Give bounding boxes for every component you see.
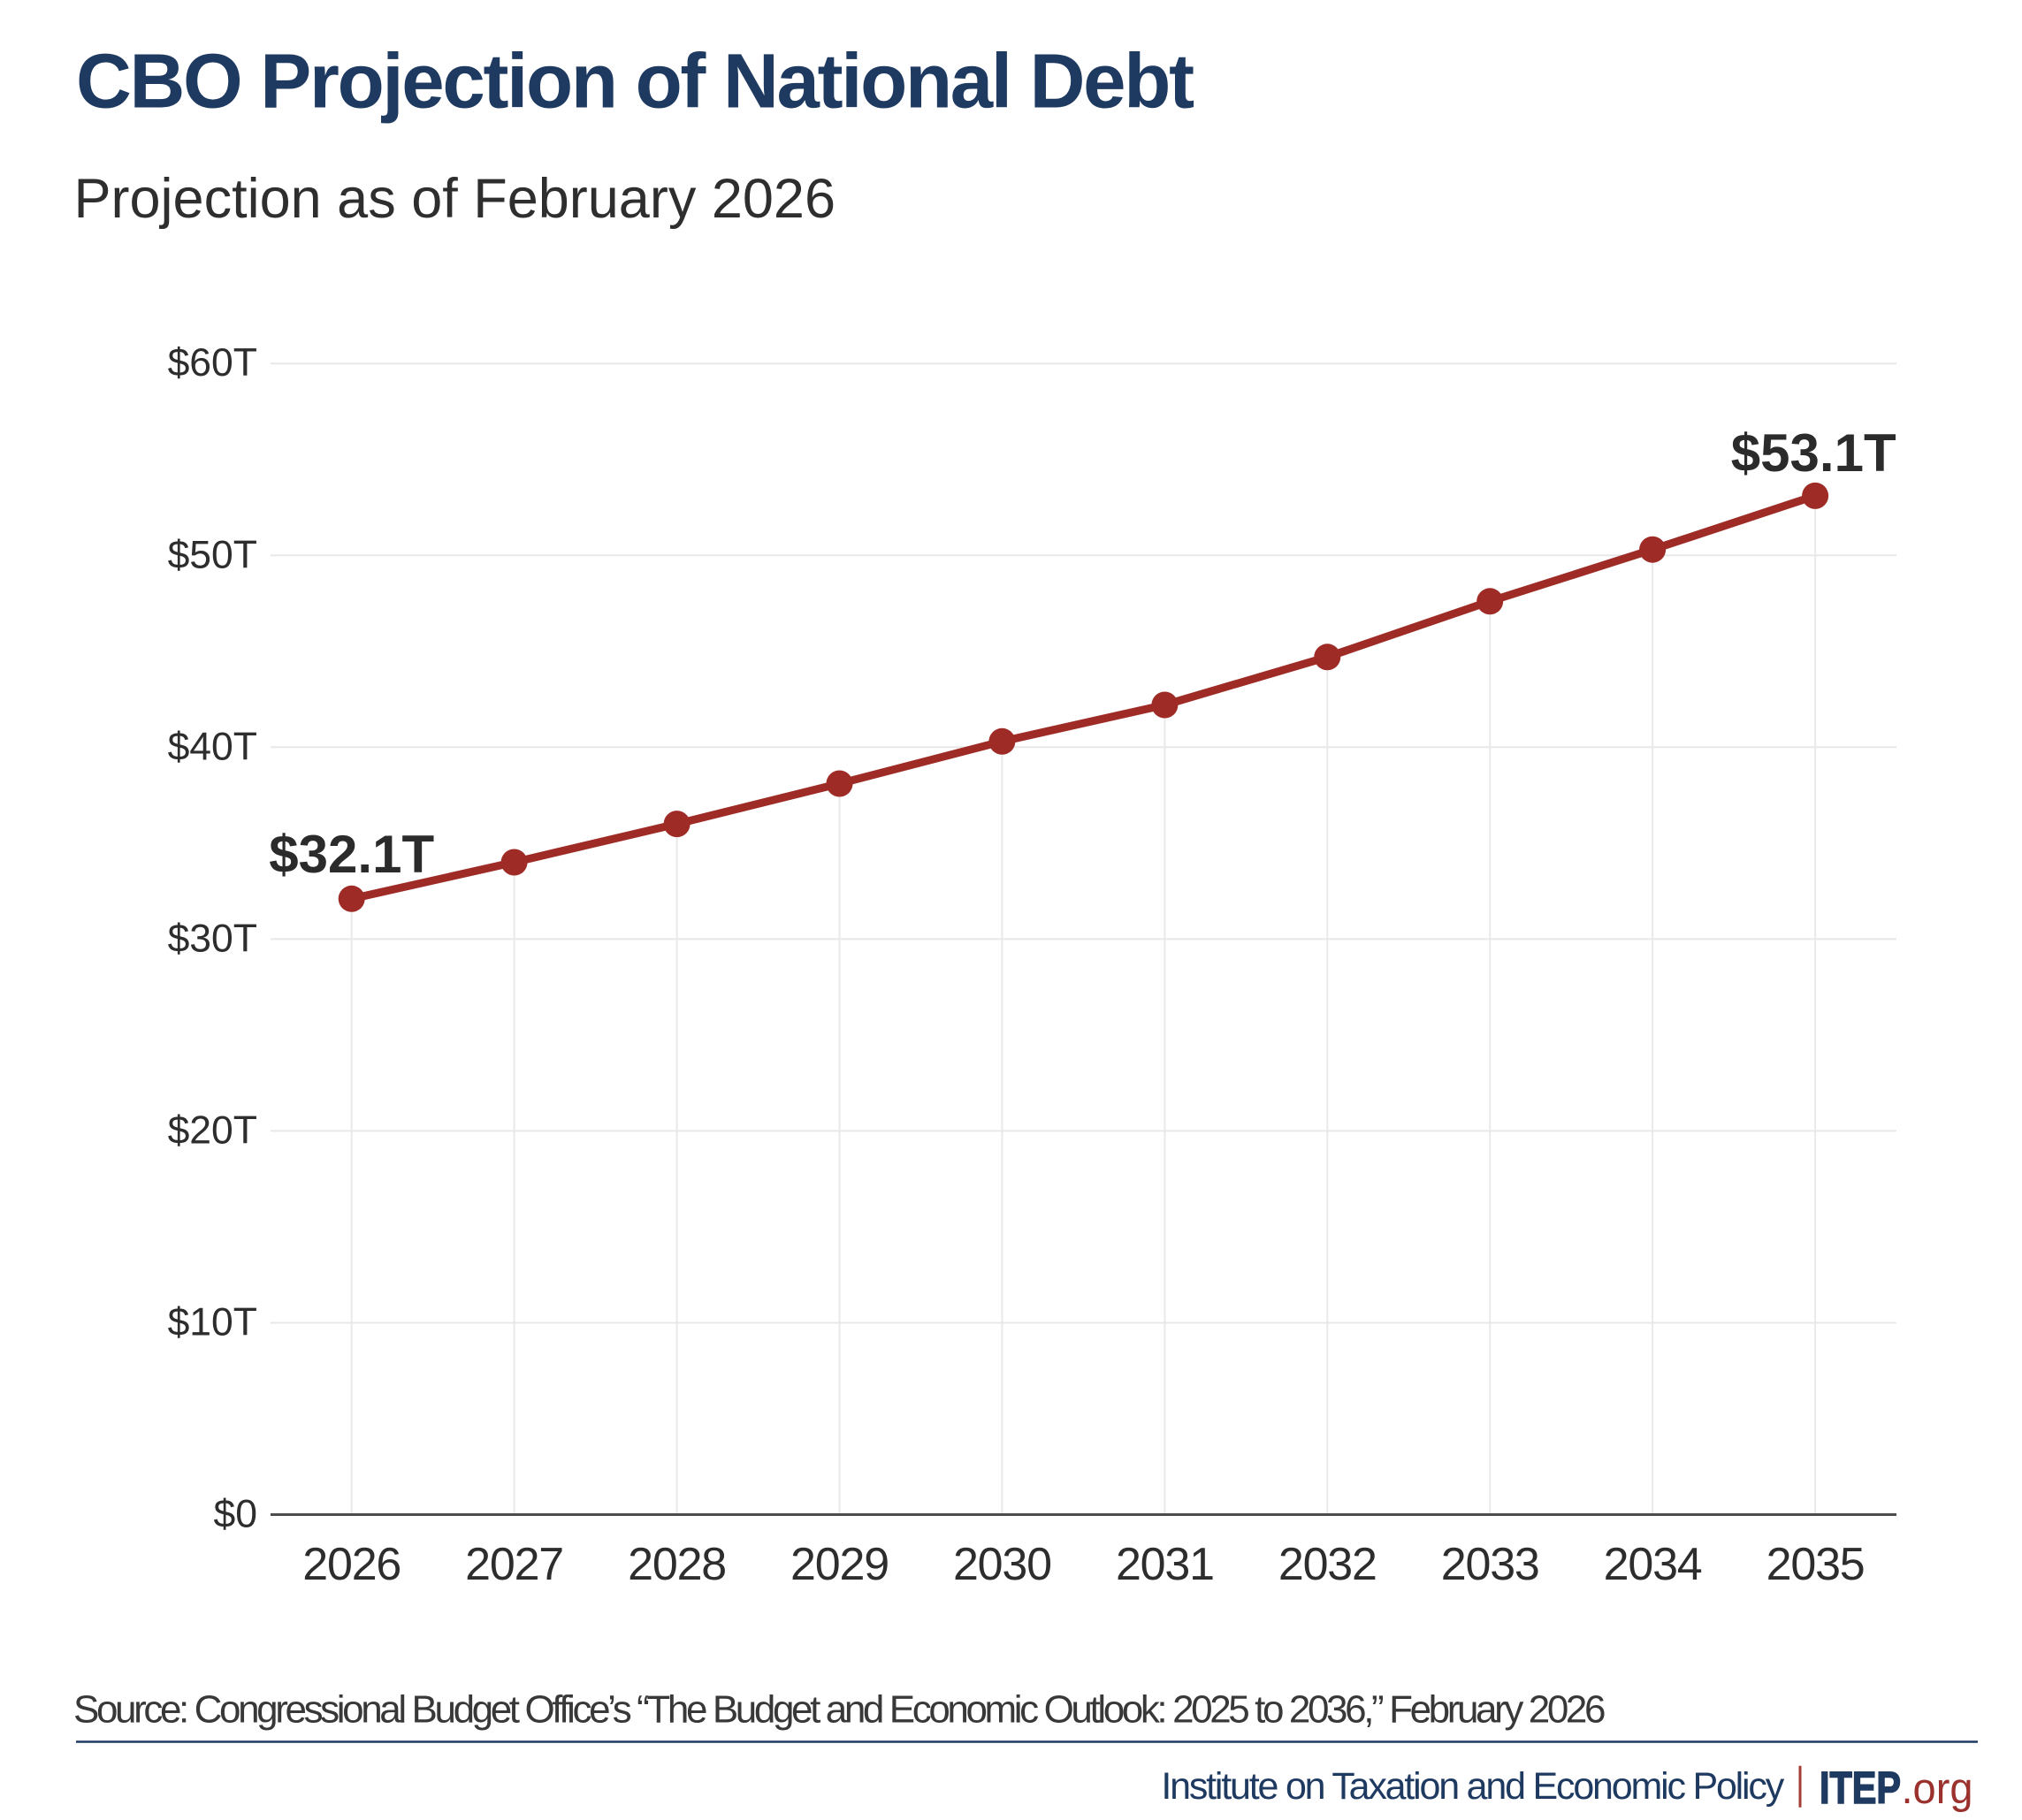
svg-text:$60T: $60T xyxy=(168,341,257,385)
svg-text:$50T: $50T xyxy=(168,533,257,576)
svg-text:2035: 2035 xyxy=(1766,1539,1865,1590)
svg-text:2026: 2026 xyxy=(302,1539,401,1590)
svg-text:$10T: $10T xyxy=(168,1301,257,1344)
svg-text:2029: 2029 xyxy=(790,1539,889,1590)
svg-text:$32.1T: $32.1T xyxy=(269,825,434,884)
svg-text:.org: .org xyxy=(1902,1765,1973,1813)
svg-text:$40T: $40T xyxy=(168,725,257,768)
svg-text:Source: Congressional Budget O: Source: Congressional Budget Office’s “T… xyxy=(73,1688,1605,1732)
svg-text:Projection as of February 2026: Projection as of February 2026 xyxy=(74,168,836,230)
svg-text:2027: 2027 xyxy=(465,1539,563,1590)
svg-text:2032: 2032 xyxy=(1278,1539,1377,1590)
svg-text:2034: 2034 xyxy=(1604,1539,1702,1590)
svg-text:$0: $0 xyxy=(214,1493,258,1536)
svg-text:2028: 2028 xyxy=(628,1539,726,1590)
svg-text:2030: 2030 xyxy=(953,1539,1051,1590)
svg-text:2031: 2031 xyxy=(1116,1539,1214,1590)
svg-text:CBO Projection of National Deb: CBO Projection of National Debt xyxy=(76,39,1194,125)
svg-text:2033: 2033 xyxy=(1441,1539,1539,1590)
svg-text:$20T: $20T xyxy=(168,1108,257,1152)
svg-text:$53.1T: $53.1T xyxy=(1731,423,1896,483)
svg-text:ITEP: ITEP xyxy=(1820,1763,1901,1813)
svg-text:Institute on Taxation and Econ: Institute on Taxation and Economic Polic… xyxy=(1161,1765,1784,1808)
svg-text:$30T: $30T xyxy=(168,917,257,960)
